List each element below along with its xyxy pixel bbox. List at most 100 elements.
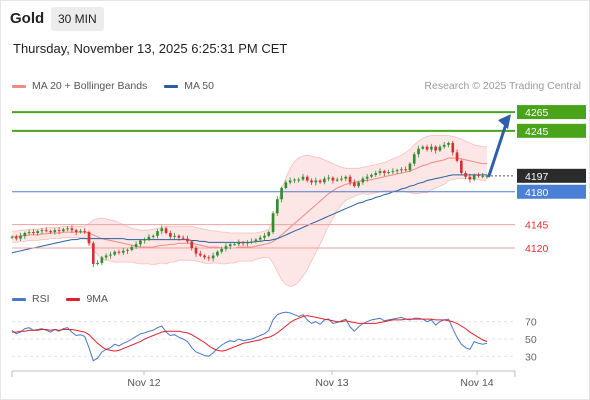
candle-body	[74, 230, 78, 233]
legend-swatch-9ma	[66, 297, 81, 301]
candle	[100, 255, 104, 265]
candle-body	[353, 182, 356, 187]
candle	[464, 170, 467, 180]
candle	[442, 141, 446, 149]
candle-body	[79, 231, 82, 233]
candle	[378, 168, 382, 176]
candle-body	[335, 179, 339, 181]
candle-body	[284, 182, 288, 188]
candle-body	[357, 182, 360, 187]
candle-body	[271, 213, 275, 233]
candle-body	[19, 235, 22, 239]
chart-datetime: Thursday, November 13, 2025 6:25:31 PM C…	[13, 41, 288, 56]
candle-body	[203, 255, 206, 258]
candle-body	[340, 178, 343, 180]
candle	[451, 140, 455, 156]
candle	[91, 241, 95, 268]
candle	[186, 235, 189, 244]
candle	[370, 173, 373, 179]
bollinger-band-area	[12, 135, 487, 287]
candle	[49, 229, 52, 235]
candle	[211, 252, 215, 262]
ma20-line	[12, 157, 487, 249]
candle-body	[348, 176, 352, 183]
candle-body	[408, 163, 412, 171]
candle	[335, 177, 339, 182]
candle	[391, 168, 395, 175]
candle	[70, 225, 74, 233]
candle	[117, 249, 121, 255]
candle	[237, 239, 241, 247]
candle-body	[258, 237, 262, 240]
level-bg-4245	[517, 123, 586, 138]
legend-item-ma20: MA 20 + Bollinger Bands	[12, 80, 147, 92]
candle-body	[53, 230, 57, 233]
instrument-title: Gold	[10, 10, 45, 27]
candle	[430, 143, 433, 153]
candle-body	[87, 232, 91, 244]
candle-body	[344, 176, 348, 179]
candle-body	[438, 146, 442, 151]
candle-body	[14, 236, 18, 239]
candle	[44, 227, 48, 233]
candle-body	[442, 144, 446, 147]
candle-body	[40, 230, 44, 232]
level-bg-4265	[517, 105, 586, 120]
candle-body	[113, 251, 117, 255]
candle-body	[177, 235, 181, 238]
candle-body	[323, 178, 326, 183]
candle-body	[387, 172, 390, 174]
candle	[233, 242, 236, 246]
candle-body	[472, 174, 476, 180]
candle	[139, 239, 142, 247]
candle	[194, 245, 198, 257]
candle-body	[241, 242, 245, 244]
candle	[275, 196, 279, 216]
timeframe-badge[interactable]: 30 MIN	[51, 7, 104, 31]
candle	[477, 172, 480, 178]
candle-body	[331, 177, 335, 181]
candle	[365, 173, 369, 182]
candle-body	[100, 257, 104, 263]
candle	[348, 174, 352, 186]
candle	[173, 232, 176, 240]
candle	[207, 255, 211, 261]
level-value-4120: 4120	[525, 243, 549, 255]
candle-body	[477, 174, 480, 176]
candle	[246, 240, 249, 247]
candle	[323, 176, 326, 185]
candle	[87, 230, 91, 246]
candle	[434, 145, 437, 154]
candle-body	[91, 243, 95, 264]
candle-body	[361, 178, 365, 183]
candle	[121, 247, 125, 256]
candle	[27, 229, 31, 235]
candle-body	[62, 229, 65, 232]
projection-arrow-head	[498, 114, 511, 130]
candle	[83, 228, 87, 235]
candle-body	[49, 231, 52, 233]
candle	[314, 177, 318, 186]
x-tick-label: Nov 14	[460, 377, 493, 389]
candle	[258, 235, 262, 243]
candle	[425, 144, 429, 152]
candle	[177, 234, 181, 241]
candle-body	[391, 171, 395, 173]
candle-body	[211, 255, 215, 259]
candle-body	[126, 249, 129, 251]
candle-body	[10, 236, 14, 238]
candle	[421, 145, 425, 151]
candle	[310, 178, 313, 185]
candle	[32, 229, 35, 235]
rsi-tick-50: 50	[525, 334, 537, 346]
candle-body	[233, 244, 236, 246]
candle-body	[254, 239, 258, 242]
candle	[130, 244, 134, 252]
candle-body	[263, 235, 266, 238]
candle	[344, 175, 348, 182]
candle	[417, 145, 420, 158]
candle	[374, 170, 378, 177]
candle-body	[224, 246, 228, 249]
candle-body	[96, 263, 99, 264]
candle	[66, 226, 69, 232]
